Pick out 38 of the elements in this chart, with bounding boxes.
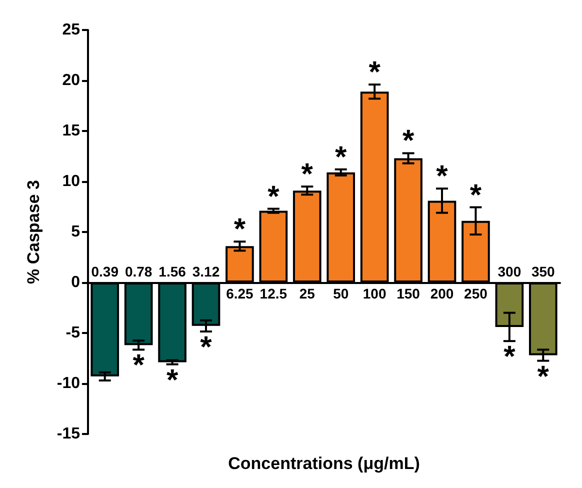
annotation: * bbox=[504, 340, 516, 374]
y-tick-label: 15 bbox=[62, 122, 80, 140]
annotation: * bbox=[200, 330, 212, 364]
y-tick-label: 10 bbox=[62, 173, 80, 190]
x-tick-label: 6.25 bbox=[226, 286, 254, 302]
annotation: * bbox=[268, 180, 280, 214]
y-tick-label: 5 bbox=[71, 224, 80, 240]
y-tick-label: -10 bbox=[56, 375, 80, 392]
y-tick-label: 20 bbox=[62, 72, 80, 89]
x-tick-label: 150 bbox=[396, 286, 420, 302]
annotation: * bbox=[234, 213, 246, 246]
x-tick-label: 100 bbox=[362, 286, 386, 302]
x-tick-label: 3.12 bbox=[192, 264, 220, 280]
y-tick-label: -15 bbox=[56, 426, 80, 442]
x-tick-label: 250 bbox=[464, 286, 488, 302]
annotation: * bbox=[335, 140, 348, 174]
annotation: * bbox=[470, 178, 482, 212]
x-tick-label: 12.5 bbox=[260, 286, 288, 302]
x-tick-label: 350 bbox=[531, 264, 556, 280]
annotation: * bbox=[368, 56, 381, 90]
y-axis-title: % Caspase 3 bbox=[24, 180, 43, 284]
y-tick-label: 25 bbox=[62, 22, 80, 38]
y-tick-label: -5 bbox=[66, 324, 80, 342]
annotation: * bbox=[402, 124, 414, 158]
y-tick-label: 0 bbox=[71, 274, 80, 291]
annotation: * bbox=[436, 160, 448, 194]
x-tick-label: 25 bbox=[299, 286, 316, 302]
x-tick-label: 1.56 bbox=[158, 264, 186, 280]
x-tick-label: 300 bbox=[498, 264, 522, 280]
annotation: * bbox=[537, 360, 550, 394]
annotation: * bbox=[166, 364, 178, 397]
x-axis-title: Concentrations (μg/mL) bbox=[228, 454, 420, 473]
x-tick-label: 0.39 bbox=[91, 264, 119, 280]
x-tick-label: 50 bbox=[333, 286, 349, 302]
x-tick-label: 0.78 bbox=[124, 264, 152, 280]
x-tick-label: 200 bbox=[430, 286, 454, 302]
annotation: * bbox=[301, 158, 314, 192]
annotation: * bbox=[132, 349, 145, 382]
